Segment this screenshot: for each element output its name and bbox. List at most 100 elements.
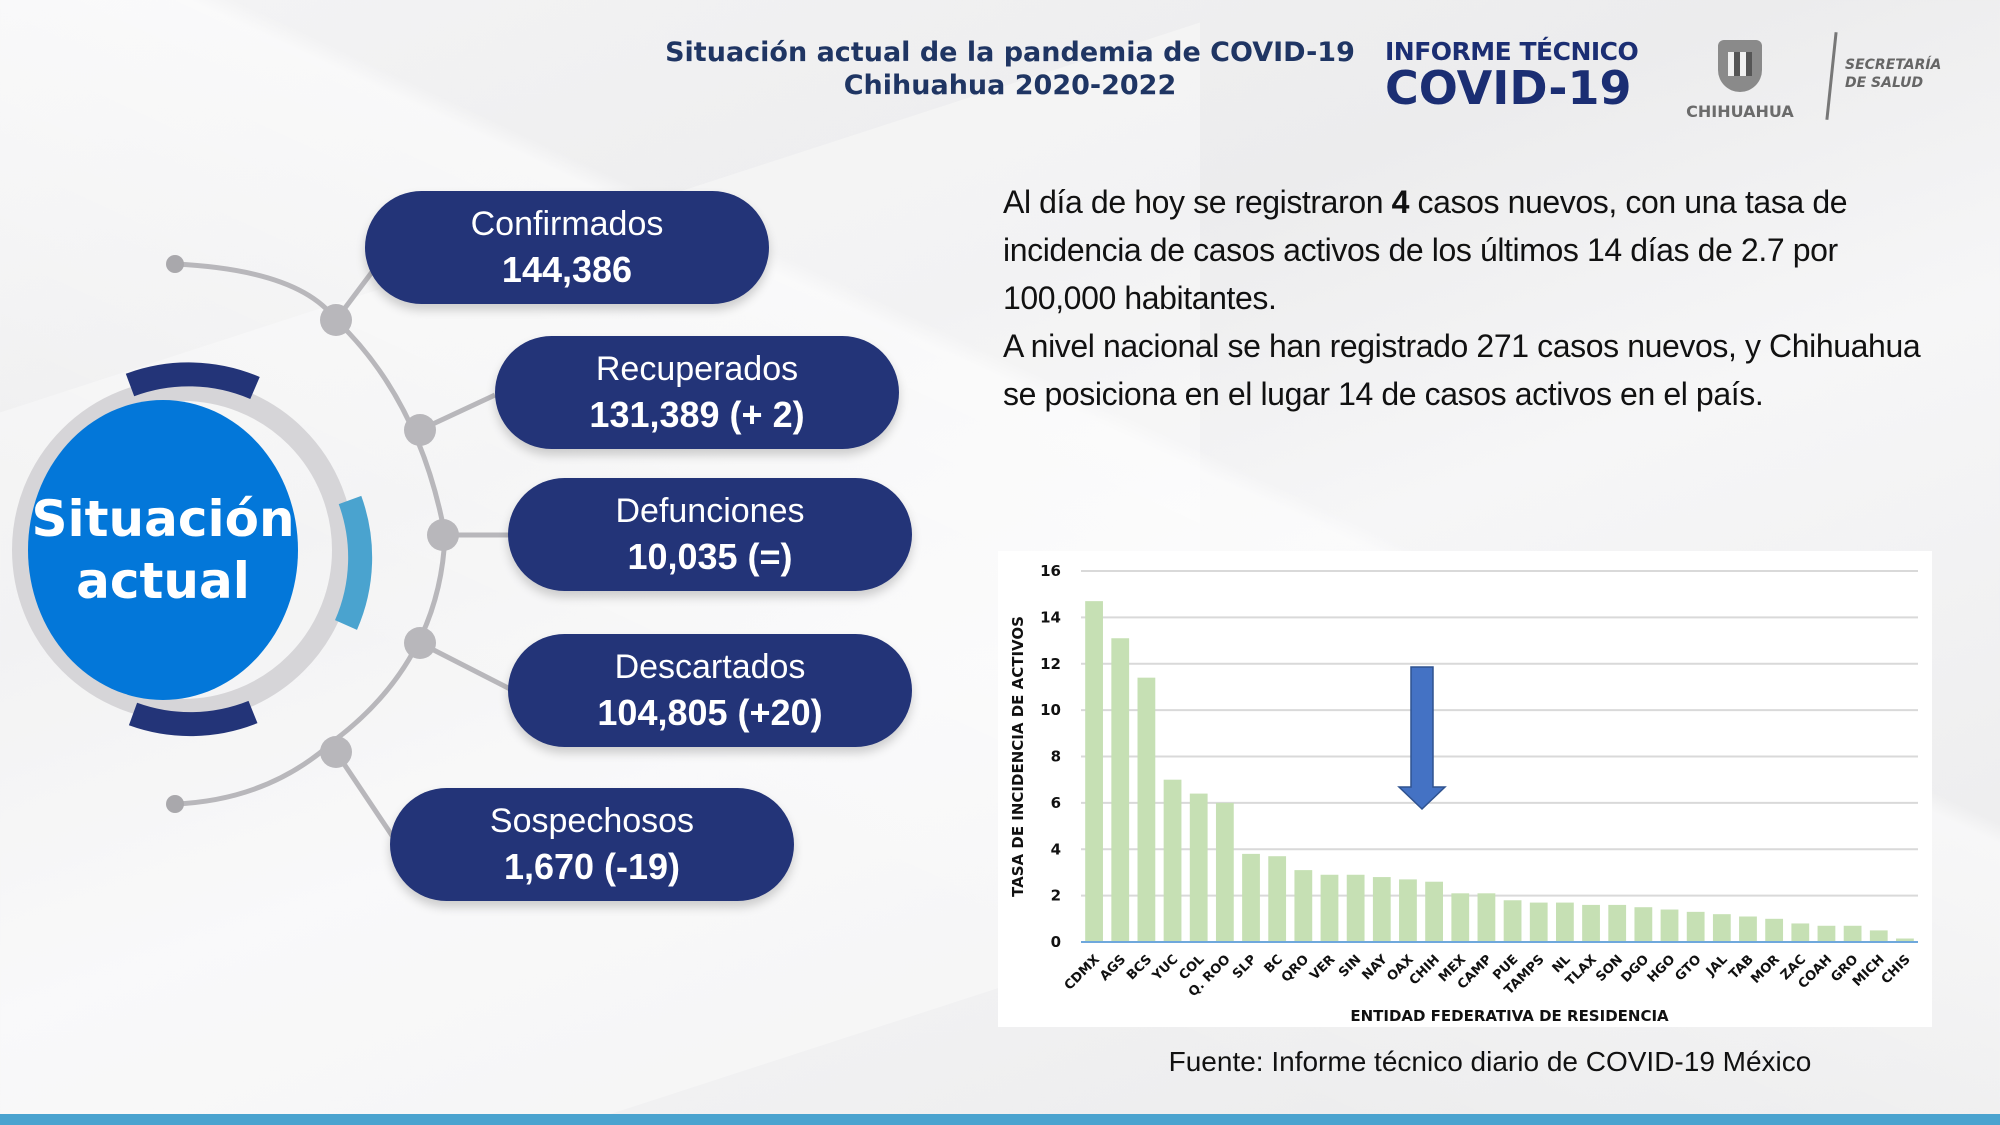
y-tick-label: 4 — [1051, 840, 1061, 858]
y-tick-label: 14 — [1040, 608, 1061, 626]
bar-camp — [1477, 893, 1496, 942]
ring-segment-bottom — [128, 700, 258, 737]
x-tick-label: CHIH — [1407, 952, 1443, 988]
x-tick-label: MOR — [1748, 952, 1783, 987]
bar-tlax — [1582, 904, 1600, 942]
bar-ags — [1111, 638, 1130, 942]
brand-line2: COVID-19 — [1385, 61, 1632, 115]
y-tick-label: 10 — [1040, 701, 1061, 719]
bar-gro — [1843, 925, 1862, 942]
x-tick-label: JAL — [1703, 952, 1731, 980]
x-tick-label: CHIS — [1879, 952, 1914, 987]
x-tick-label: AGS — [1097, 952, 1129, 984]
bar-zac — [1791, 923, 1810, 942]
ring-base — [12, 379, 354, 721]
bar-mex — [1451, 893, 1470, 942]
y-axis-title: TASA DE INCIDENCIA DE ACTIVOS — [1009, 616, 1027, 897]
page-title: Situación actual de la pandemia de COVID… — [640, 36, 1380, 102]
y-tick-label: 6 — [1051, 794, 1061, 812]
bar-tamps — [1529, 902, 1548, 942]
x-axis-title: ENTIDAD FEDERATIVA DE RESIDENCIA — [1350, 1007, 1669, 1025]
bar-yuc — [1163, 779, 1182, 942]
bar-slp — [1242, 853, 1260, 942]
page-title-line2: Chihuahua 2020-2022 — [843, 70, 1177, 101]
center-label-line1: Situación — [31, 490, 295, 548]
x-tick-label: DGO — [1619, 952, 1653, 986]
logo-secretaria-line1: SECRETARÍA — [1845, 57, 1942, 73]
bar-cdmx — [1085, 601, 1103, 942]
stat-pill-descartados: Descartados 104,805 (+20) — [508, 634, 912, 747]
ring-segment-top — [125, 362, 260, 400]
stat-label: Sospechosos — [489, 801, 695, 840]
chihuahua-shield-icon — [1718, 40, 1762, 92]
summary-text: Al día de hoy se registraron 4 casos nue… — [1003, 178, 1948, 418]
bar-coah — [1817, 925, 1836, 942]
center-label-line2: actual — [76, 552, 250, 610]
center-circle-situacion-actual: Situación actual — [28, 400, 298, 700]
new-cases-count: 4 — [1391, 184, 1410, 220]
y-tick-label: 2 — [1051, 887, 1061, 905]
logo-secretaria-salud: SECRETARÍA DE SALUD — [1845, 56, 1941, 92]
y-tick-label: 0 — [1051, 933, 1061, 951]
x-tick-label: HGO — [1645, 952, 1679, 986]
y-tick-label: 16 — [1040, 562, 1061, 580]
logo-secretaria-line2: DE SALUD — [1845, 75, 1924, 91]
bar-chis — [1896, 938, 1914, 942]
x-tick-label: BCS — [1124, 952, 1155, 983]
stat-pill-defunciones: Defunciones 10,035 (=) — [508, 478, 912, 591]
connector-lines — [12, 255, 514, 842]
stat-value: 10,035 (=) — [627, 535, 793, 577]
stat-pill-sospechosos: Sospechosos 1,670 (-19) — [390, 788, 794, 901]
x-tick-label: SON — [1593, 952, 1626, 985]
bar-oax — [1399, 879, 1417, 942]
bottom-accent-bar — [0, 1114, 2000, 1125]
bar-dgo — [1634, 907, 1653, 942]
stat-value: 104,805 (+20) — [597, 691, 823, 733]
bar-qroo — [1215, 802, 1234, 942]
logo-divider — [1825, 32, 1838, 120]
summary-paragraph-1: Al día de hoy se registraron 4 casos nue… — [1003, 184, 1848, 316]
summary-paragraph-2: A nivel nacional se han registrado 271 c… — [1003, 328, 1921, 412]
stat-value: 131,389 (+ 2) — [589, 393, 805, 435]
x-tick-label: NAY — [1359, 952, 1391, 984]
x-tick-label: VER — [1307, 952, 1338, 983]
x-tick-label: YUC — [1149, 952, 1181, 984]
logo-state-name: CHIHUAHUA — [1686, 102, 1794, 121]
stat-label: Descartados — [614, 647, 806, 686]
bar-nl — [1555, 902, 1574, 942]
bar-sin — [1346, 874, 1365, 942]
stat-value: 1,670 (-19) — [503, 845, 681, 887]
y-tick-label: 12 — [1040, 655, 1061, 673]
ring-segment-right — [334, 495, 373, 630]
bar-bcs — [1137, 677, 1156, 942]
brand-informe-tecnico: INFORME TÉCNICO COVID-19 — [1385, 37, 1639, 115]
bar-mor — [1765, 918, 1784, 942]
stat-pill-confirmados: Confirmados 144,386 — [365, 191, 769, 304]
bar-nay — [1372, 877, 1391, 942]
x-tick-label: GTO — [1672, 952, 1704, 984]
bar-son — [1608, 904, 1627, 942]
bar-col — [1189, 793, 1208, 942]
x-tick-label: SLP — [1230, 952, 1260, 982]
logo-chihuahua: CHIHUAHUA — [1685, 40, 1795, 121]
bar-gto — [1686, 911, 1705, 942]
stat-pill-recuperados: Recuperados 131,389 (+ 2) — [495, 336, 899, 449]
bar-pue — [1503, 900, 1522, 942]
bar-chih — [1425, 881, 1444, 942]
y-tick-label: 8 — [1051, 748, 1061, 766]
brand-line1: INFORME TÉCNICO — [1385, 37, 1639, 66]
bar-qro — [1294, 870, 1313, 942]
arrow-down-icon — [1397, 666, 1447, 811]
incidence-bar-chart: 0 2 4 6 8 10 12 14 16 CDMX AGS BCS YUC COL Q. ROO SLP BC… — [998, 551, 1932, 1027]
bar-jal — [1712, 914, 1731, 942]
bar-mich — [1869, 930, 1888, 942]
bar-bc — [1268, 856, 1287, 942]
page-title-line1: Situación actual de la pandemia de COVID… — [665, 37, 1355, 68]
bar-hgo — [1660, 909, 1679, 942]
bar-tab — [1739, 916, 1757, 942]
stat-label: Recuperados — [595, 349, 799, 388]
x-tick-label: QRO — [1279, 952, 1312, 985]
x-tick-label: SIN — [1336, 952, 1364, 980]
bar-ver — [1320, 874, 1339, 942]
